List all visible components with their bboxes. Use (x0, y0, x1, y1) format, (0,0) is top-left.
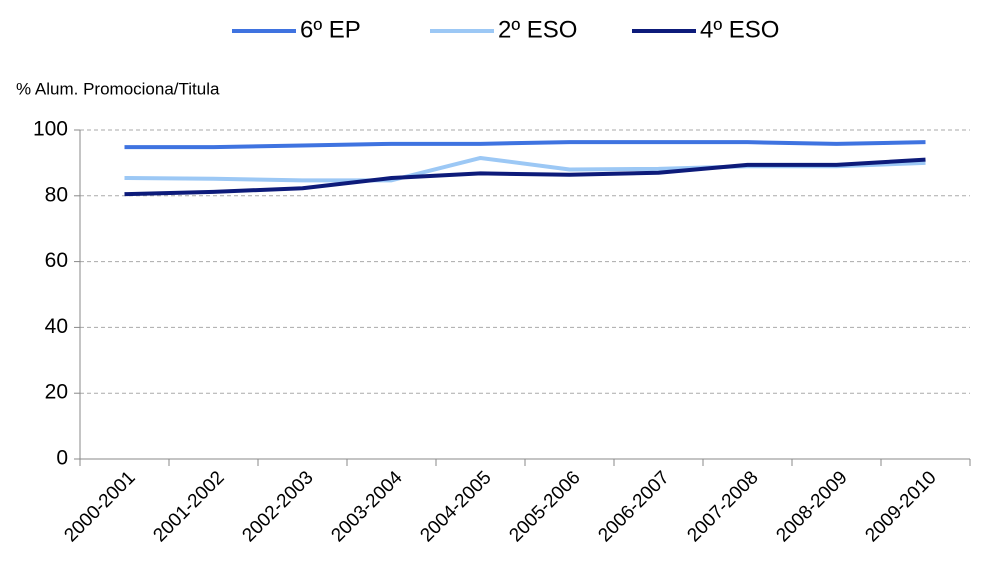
y-axis-label: % Alum. Promociona/Titula (16, 79, 220, 98)
x-tick-label: 2000-2001 (60, 467, 139, 546)
x-tick-label: 2001-2002 (149, 467, 228, 546)
legend-label: 6º EP (300, 16, 361, 43)
y-tick-label: 0 (56, 447, 68, 470)
series-line (124, 157, 926, 197)
legend-label: 4º ESO (700, 16, 779, 43)
x-tick-label: 2004-2005 (416, 467, 495, 546)
x-tick-label: 2005-2006 (505, 467, 584, 546)
y-tick-label: 60 (45, 249, 68, 272)
legend-label: 2º ESO (498, 16, 577, 43)
x-tick-label: 2008-2009 (772, 467, 851, 546)
x-tick-label: 2007-2008 (683, 467, 762, 546)
x-tick-label: 2009-2010 (861, 467, 940, 546)
y-tick-label: 20 (45, 381, 68, 404)
y-tick-label: 100 (33, 118, 68, 141)
x-tick-label: 2002-2003 (238, 467, 317, 546)
y-tick-label: 40 (45, 315, 68, 338)
x-tick-label: 2003-2004 (327, 467, 406, 546)
x-tick-label: 2006-2007 (594, 467, 673, 546)
y-tick-label: 80 (45, 183, 68, 206)
series-line (124, 140, 926, 150)
series-line (124, 155, 926, 183)
